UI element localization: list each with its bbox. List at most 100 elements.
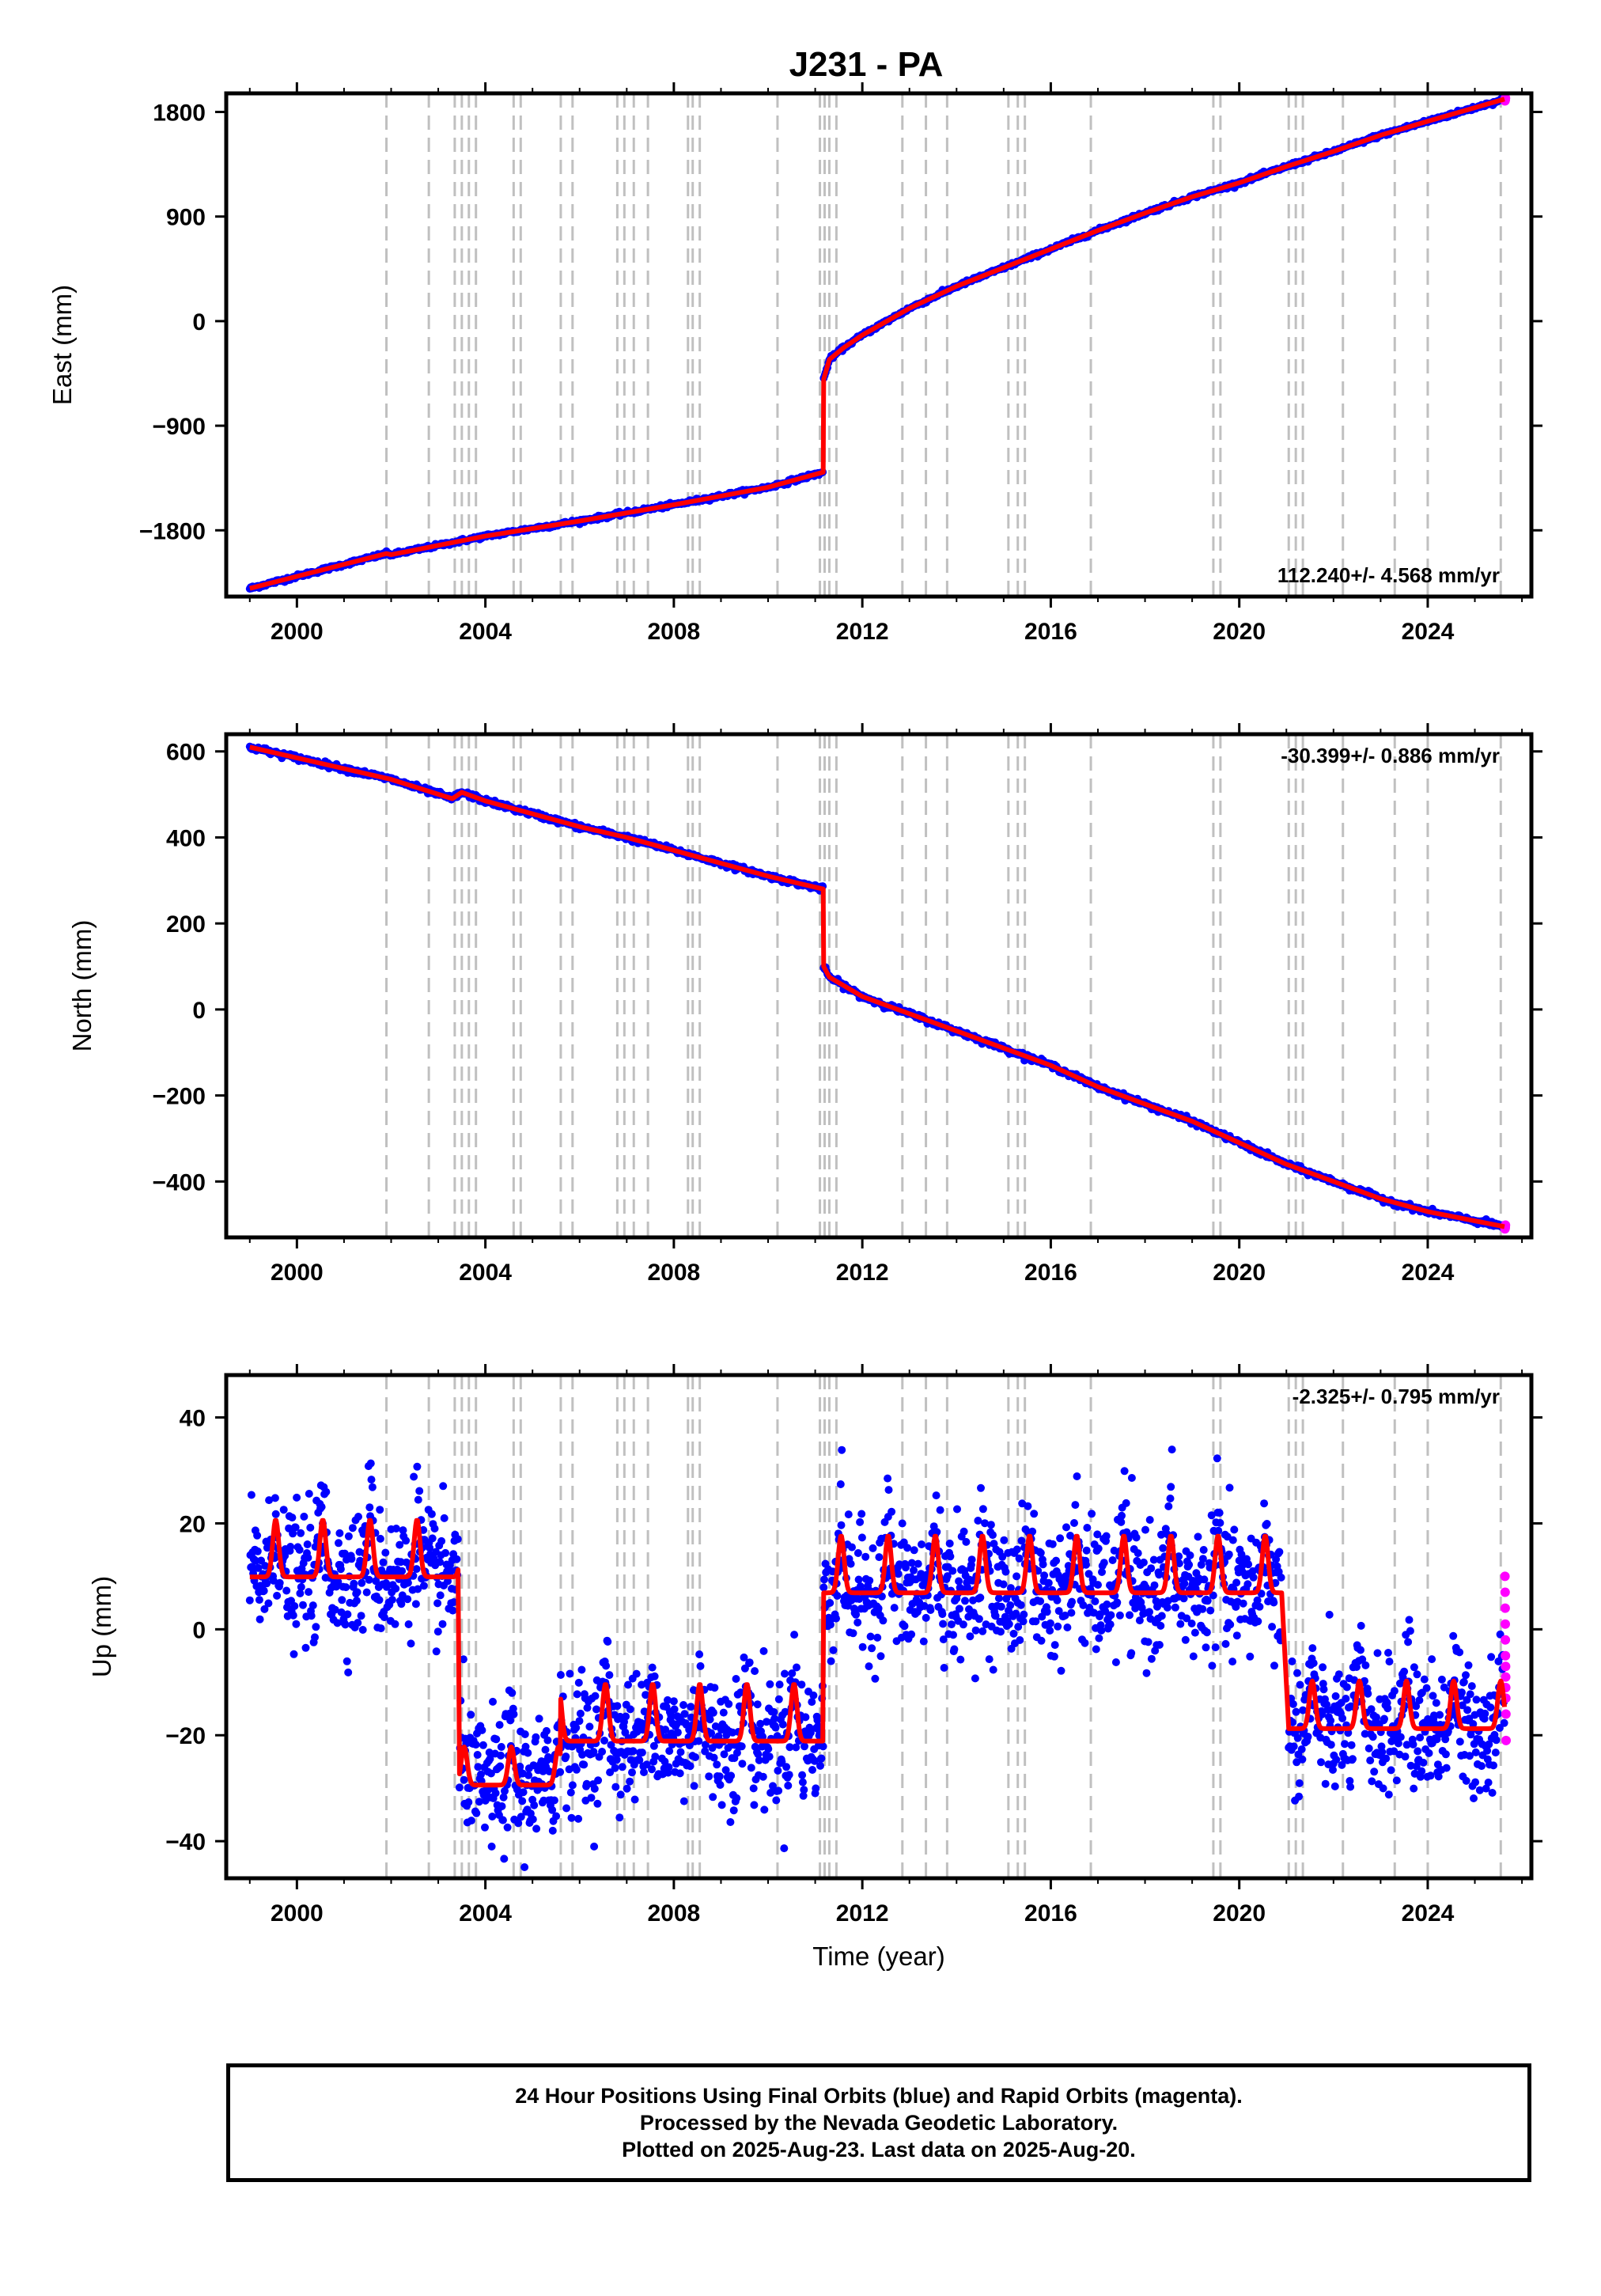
data-point	[846, 1559, 855, 1568]
data-point	[773, 1732, 782, 1741]
data-point	[1325, 1610, 1334, 1619]
data-point	[486, 1769, 495, 1778]
data-point	[245, 1596, 254, 1605]
data-point	[1020, 1610, 1028, 1619]
data-point	[981, 1519, 989, 1528]
data-point	[528, 1815, 537, 1824]
data-point	[376, 1534, 384, 1543]
data-point	[308, 1601, 317, 1610]
data-point	[686, 1762, 695, 1771]
data-point	[438, 1620, 447, 1628]
data-point	[997, 1602, 1005, 1611]
data-point	[1346, 1783, 1355, 1791]
data-point	[279, 1506, 288, 1514]
data-point	[764, 1745, 773, 1753]
data-point	[426, 1544, 434, 1552]
data-point	[464, 1798, 473, 1806]
data-point	[817, 1754, 826, 1763]
data-point	[269, 1576, 278, 1585]
data-point	[1214, 1526, 1223, 1535]
data-point	[747, 1764, 755, 1772]
data-point	[709, 1793, 717, 1802]
data-point	[1157, 1612, 1166, 1620]
data-point	[690, 1782, 698, 1790]
data-point	[1342, 1683, 1351, 1692]
data-point	[295, 1545, 304, 1554]
data-point	[1012, 1572, 1021, 1581]
data-point	[1040, 1571, 1049, 1580]
data-point	[335, 1539, 343, 1548]
data-point	[419, 1582, 428, 1590]
data-point	[347, 1555, 356, 1563]
data-point	[798, 1778, 807, 1786]
data-point	[648, 1765, 656, 1774]
data-point	[436, 1591, 445, 1600]
data-point	[1380, 1714, 1388, 1723]
plot-frame	[224, 732, 1534, 1240]
data-point	[832, 1614, 840, 1623]
data-point	[1225, 1483, 1234, 1492]
data-point	[587, 1794, 596, 1802]
data-point	[1149, 1555, 1158, 1564]
data-point	[812, 1784, 820, 1793]
data-point	[317, 1502, 326, 1511]
data-point	[1030, 1510, 1039, 1518]
data-point	[366, 1459, 375, 1468]
data-point	[362, 1588, 371, 1597]
data-point	[1166, 1495, 1175, 1502]
data-point	[778, 1720, 787, 1729]
data-point	[1145, 1516, 1154, 1524]
data-point	[1028, 1527, 1037, 1536]
data-point	[524, 1749, 532, 1757]
data-point	[380, 1613, 388, 1622]
data-point	[1100, 1559, 1108, 1567]
data-point	[750, 1801, 759, 1809]
data-point	[1001, 1567, 1010, 1576]
data-point	[1081, 1639, 1089, 1647]
data-point	[1298, 1755, 1307, 1764]
data-point	[437, 1536, 446, 1545]
data-point	[650, 1672, 659, 1680]
data-point	[749, 1784, 758, 1793]
data-point	[967, 1555, 976, 1564]
data-point	[781, 1669, 789, 1678]
data-point	[1137, 1604, 1146, 1612]
data-point	[1014, 1623, 1023, 1631]
data-point	[1338, 1760, 1346, 1769]
data-point	[433, 1627, 442, 1636]
data-point	[304, 1553, 312, 1562]
data-point	[1102, 1532, 1111, 1540]
data-point	[701, 1741, 710, 1749]
data-point	[715, 1772, 724, 1781]
y-tick-label: 200	[166, 911, 206, 938]
data-point	[1108, 1556, 1117, 1564]
data-point	[264, 1599, 273, 1608]
data-point	[365, 1575, 373, 1584]
data-point	[820, 1575, 828, 1584]
data-point	[856, 1517, 865, 1526]
x-tick-label: 2000	[271, 1260, 324, 1286]
data-point	[772, 1796, 781, 1805]
data-point	[305, 1490, 313, 1498]
data-point	[312, 1623, 320, 1631]
data-point	[556, 1671, 565, 1679]
x-tick-label: 2008	[648, 1260, 701, 1286]
data-point	[497, 1743, 505, 1751]
data-point	[1144, 1638, 1152, 1646]
data-point	[628, 1768, 636, 1777]
data-point	[449, 1598, 458, 1606]
data-point	[635, 1756, 644, 1764]
data-point	[1253, 1596, 1262, 1605]
data-point	[605, 1671, 614, 1680]
data-point	[297, 1582, 305, 1591]
data-point	[602, 1661, 611, 1670]
x-tick-label: 2004	[459, 1260, 512, 1286]
data-point	[1186, 1551, 1194, 1559]
data-point	[300, 1512, 308, 1521]
data-point	[936, 1506, 944, 1514]
data-point	[1202, 1643, 1210, 1652]
data-point	[784, 1781, 793, 1790]
data-point	[556, 1767, 565, 1776]
data-point	[415, 1487, 424, 1495]
data-point	[826, 1620, 835, 1629]
